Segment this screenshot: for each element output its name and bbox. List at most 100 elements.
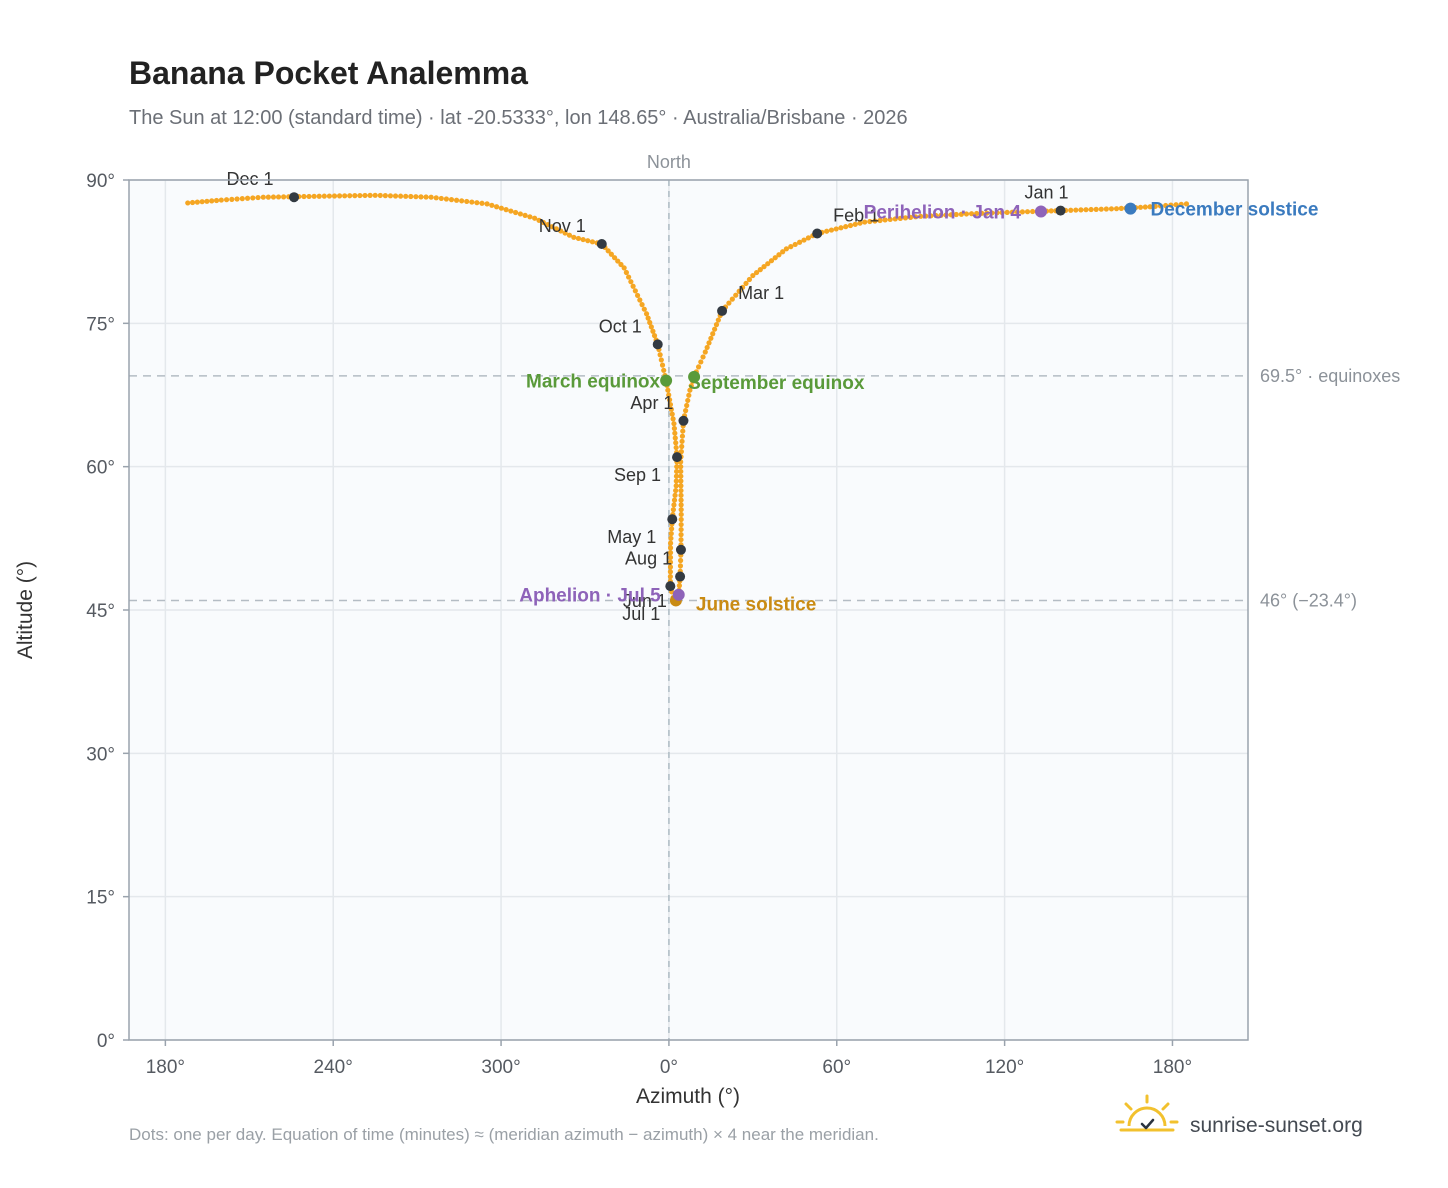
chart-title: Banana Pocket Analemma bbox=[129, 55, 528, 91]
analemma-day-dot bbox=[639, 302, 645, 308]
analemma-day-dot bbox=[676, 583, 683, 589]
month-marker-label: Jun 1 bbox=[623, 591, 667, 611]
analemma-day-dot bbox=[270, 194, 277, 200]
analemma-day-dot bbox=[671, 502, 677, 508]
analemma-day-dot bbox=[1142, 204, 1148, 210]
month-marker-label: Aug 1 bbox=[625, 549, 672, 569]
event-label: December solstice bbox=[1151, 200, 1319, 221]
analemma-day-dot bbox=[1147, 204, 1153, 210]
analemma-day-dot bbox=[403, 193, 409, 199]
analemma-day-dot bbox=[783, 246, 790, 252]
analemma-day-dot bbox=[513, 209, 519, 216]
analemma-day-dot bbox=[387, 193, 394, 199]
analemma-day-dot bbox=[1048, 208, 1054, 214]
analemma-day-dot bbox=[260, 194, 266, 200]
analemma-day-dot bbox=[726, 300, 732, 306]
analemma-day-dot bbox=[659, 362, 666, 368]
analemma-day-dot bbox=[540, 219, 546, 226]
analemma-day-dot bbox=[392, 193, 399, 199]
analemma-day-dot bbox=[1014, 209, 1020, 215]
month-marker-dot bbox=[289, 192, 300, 203]
analemma-day-dot bbox=[1078, 207, 1084, 213]
analemma-day-dot bbox=[250, 195, 256, 201]
analemma-day-dot bbox=[657, 352, 663, 358]
analemma-day-dot bbox=[678, 537, 684, 543]
analemma-day-dot bbox=[1157, 203, 1164, 209]
analemma-day-dot bbox=[443, 196, 449, 202]
analemma-day-dot bbox=[963, 211, 970, 217]
analemma-day-dot bbox=[887, 216, 893, 223]
analemma-day-dot bbox=[953, 211, 959, 218]
analemma-day-dot bbox=[706, 340, 712, 346]
analemma-day-dot bbox=[651, 333, 658, 339]
analemma-day-dot bbox=[746, 276, 753, 283]
analemma-day-dot bbox=[239, 196, 245, 202]
analemma-day-dot bbox=[672, 430, 678, 436]
analemma-day-dot bbox=[244, 195, 251, 201]
analemma-day-dot bbox=[670, 507, 676, 513]
analemma-day-dot bbox=[679, 443, 685, 450]
analemma-day-dot bbox=[712, 326, 718, 332]
analemma-day-dot bbox=[498, 205, 504, 211]
analemma-day-dot bbox=[517, 211, 523, 217]
analemma-day-dot bbox=[331, 193, 338, 199]
reference-line-label: 46° (−23.4°) bbox=[1260, 590, 1357, 610]
analemma-day-dot bbox=[667, 554, 674, 561]
event-label: September equinox bbox=[688, 373, 865, 394]
analemma-day-dot bbox=[678, 507, 684, 513]
x-tick-label: 300° bbox=[481, 1057, 520, 1078]
analemma-day-dot bbox=[897, 215, 903, 221]
analemma-day-dot bbox=[189, 199, 196, 206]
month-marker-label: Sep 1 bbox=[614, 465, 661, 485]
analemma-day-dot bbox=[673, 444, 679, 451]
analemma-day-dot bbox=[715, 317, 721, 323]
month-marker-label: Oct 1 bbox=[599, 316, 642, 336]
x-tick-label: 0° bbox=[660, 1057, 678, 1078]
analemma-day-dot bbox=[438, 195, 444, 202]
analemma-day-dot bbox=[650, 328, 656, 334]
event-label: March equinox bbox=[526, 372, 661, 393]
analemma-day-dot bbox=[833, 226, 839, 232]
analemma-day-dot bbox=[680, 428, 686, 434]
analemma-day-dot bbox=[669, 411, 675, 417]
analemma-day-dot bbox=[672, 435, 678, 441]
analemma-day-dot bbox=[805, 235, 811, 241]
analemma-day-dot bbox=[673, 487, 679, 494]
analemma-day-dot bbox=[562, 230, 568, 236]
event-marker-dot bbox=[660, 374, 673, 387]
analemma-day-dot bbox=[566, 232, 573, 238]
analemma-day-dot bbox=[667, 397, 673, 403]
analemma-day-dot bbox=[673, 478, 679, 484]
analemma-day-dot bbox=[580, 236, 586, 243]
analemma-day-dot bbox=[1168, 202, 1174, 208]
analemma-day-dot bbox=[713, 322, 720, 328]
analemma-day-dot bbox=[474, 200, 480, 206]
analemma-day-dot bbox=[984, 210, 990, 216]
analemma-day-dot bbox=[255, 194, 261, 201]
analemma-day-dot bbox=[469, 199, 475, 205]
month-marker-dot bbox=[667, 514, 678, 525]
month-marker-dot bbox=[717, 305, 728, 316]
month-marker-dot bbox=[812, 228, 823, 239]
analemma-day-dot bbox=[672, 492, 678, 498]
analemma-day-dot bbox=[872, 218, 878, 224]
brand-name: sunrise-sunset.org bbox=[1190, 1114, 1363, 1137]
analemma-day-dot bbox=[780, 249, 786, 255]
analemma-day-dot bbox=[301, 193, 307, 200]
analemma-day-dot bbox=[615, 258, 621, 264]
analemma-day-dot bbox=[765, 261, 771, 267]
analemma-day-dot bbox=[671, 421, 677, 427]
footnote: Dots: one per day. Equation of time (min… bbox=[129, 1125, 879, 1144]
analemma-day-dot bbox=[634, 292, 641, 299]
analemma-day-dot bbox=[776, 252, 782, 258]
analemma-day-dot bbox=[994, 210, 1000, 216]
analemma-day-dot bbox=[1083, 207, 1089, 213]
analemma-day-dot bbox=[667, 545, 674, 551]
analemma-day-dot bbox=[484, 201, 490, 207]
analemma-day-dot bbox=[1173, 202, 1179, 208]
event-marker-dot bbox=[672, 588, 685, 601]
analemma-day-dot bbox=[1029, 208, 1036, 215]
y-axis-label: Altitude (°) bbox=[14, 561, 37, 659]
month-marker-label: Jul 1 bbox=[622, 604, 660, 624]
analemma-day-dot bbox=[667, 564, 674, 570]
